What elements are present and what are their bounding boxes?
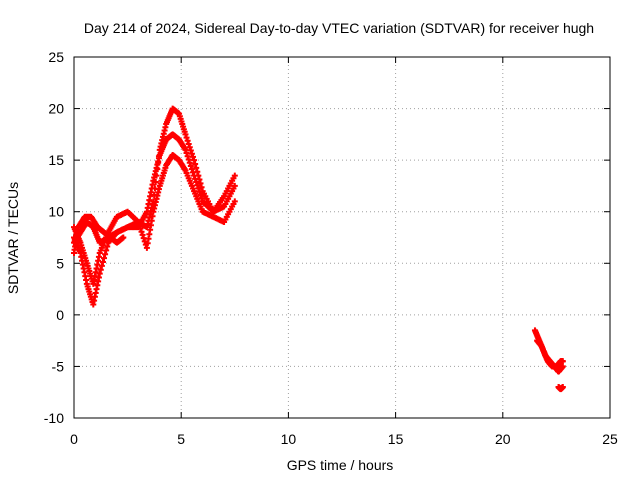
series-arc-a <box>71 105 238 287</box>
series-arc-c <box>71 151 238 251</box>
data-point <box>104 243 111 250</box>
data-point <box>102 251 109 258</box>
data-point <box>186 144 193 151</box>
data-point <box>188 166 195 173</box>
data-point <box>193 164 200 171</box>
data-point <box>189 169 196 176</box>
chart-title: Day 214 of 2024, Sidereal Day-to-day VTE… <box>84 20 594 36</box>
data-point <box>97 266 104 273</box>
data-point <box>191 157 198 164</box>
y-tick-label: 25 <box>48 49 64 65</box>
data-point <box>231 198 238 205</box>
data-point <box>559 358 566 365</box>
data-point <box>185 141 192 148</box>
y-tick-label: 0 <box>56 307 64 323</box>
data-point <box>182 131 189 138</box>
data-point <box>188 150 195 157</box>
series-arc-d <box>71 213 127 256</box>
data-point <box>192 161 199 168</box>
series-arc-f <box>534 337 566 375</box>
data-point <box>101 255 108 262</box>
data-point <box>196 188 203 195</box>
data-point <box>184 153 191 160</box>
x-tick-label: 0 <box>70 431 78 447</box>
data-point <box>99 258 106 265</box>
x-tick-label: 10 <box>281 431 297 447</box>
data-point <box>182 146 189 153</box>
data-point <box>187 162 194 169</box>
data-point <box>194 182 201 189</box>
y-tick-labels: -10 -5 0 5 10 15 20 25 <box>44 49 64 426</box>
x-tick-label: 15 <box>388 431 404 447</box>
y-tick-label: -5 <box>52 358 65 374</box>
data-point <box>195 185 202 192</box>
data-point <box>192 175 199 182</box>
data-points <box>71 105 566 393</box>
data-point <box>137 225 144 232</box>
x-tick-label: 20 <box>495 431 511 447</box>
y-tick-label: 20 <box>48 101 64 117</box>
data-point <box>231 172 238 179</box>
data-point <box>193 179 200 186</box>
x-tick-label: 5 <box>177 431 185 447</box>
data-point <box>198 184 205 191</box>
x-tick-labels: 0 5 10 15 20 25 <box>70 431 618 447</box>
y-tick-label: -10 <box>44 410 64 426</box>
data-point <box>183 134 190 141</box>
data-point <box>183 150 190 157</box>
data-point <box>197 180 204 187</box>
x-tick-label: 25 <box>602 431 618 447</box>
data-point <box>96 270 103 277</box>
axis-ticks <box>73 56 611 419</box>
y-tick-label: 15 <box>48 152 64 168</box>
data-point <box>136 222 143 229</box>
data-point <box>98 262 105 269</box>
data-point <box>135 219 142 226</box>
plot-frame <box>73 56 611 419</box>
data-point <box>189 153 196 160</box>
data-point <box>138 228 145 235</box>
data-point <box>191 172 198 179</box>
data-point <box>186 159 193 166</box>
data-point <box>559 384 566 391</box>
y-tick-label: 5 <box>56 255 64 271</box>
y-tick-label: 10 <box>48 204 64 220</box>
data-point <box>120 234 127 241</box>
data-point <box>185 156 192 163</box>
data-point <box>139 231 146 238</box>
data-point <box>231 182 238 189</box>
data-point <box>559 363 566 370</box>
data-point <box>187 147 194 154</box>
x-axis-label: GPS time / hours <box>287 457 394 473</box>
y-axis-label: SDTVAR / TECUs <box>5 182 21 294</box>
data-point <box>103 247 110 254</box>
data-point <box>197 191 204 198</box>
series-arc-g <box>555 384 566 393</box>
grid <box>74 57 610 418</box>
data-point <box>184 137 191 144</box>
